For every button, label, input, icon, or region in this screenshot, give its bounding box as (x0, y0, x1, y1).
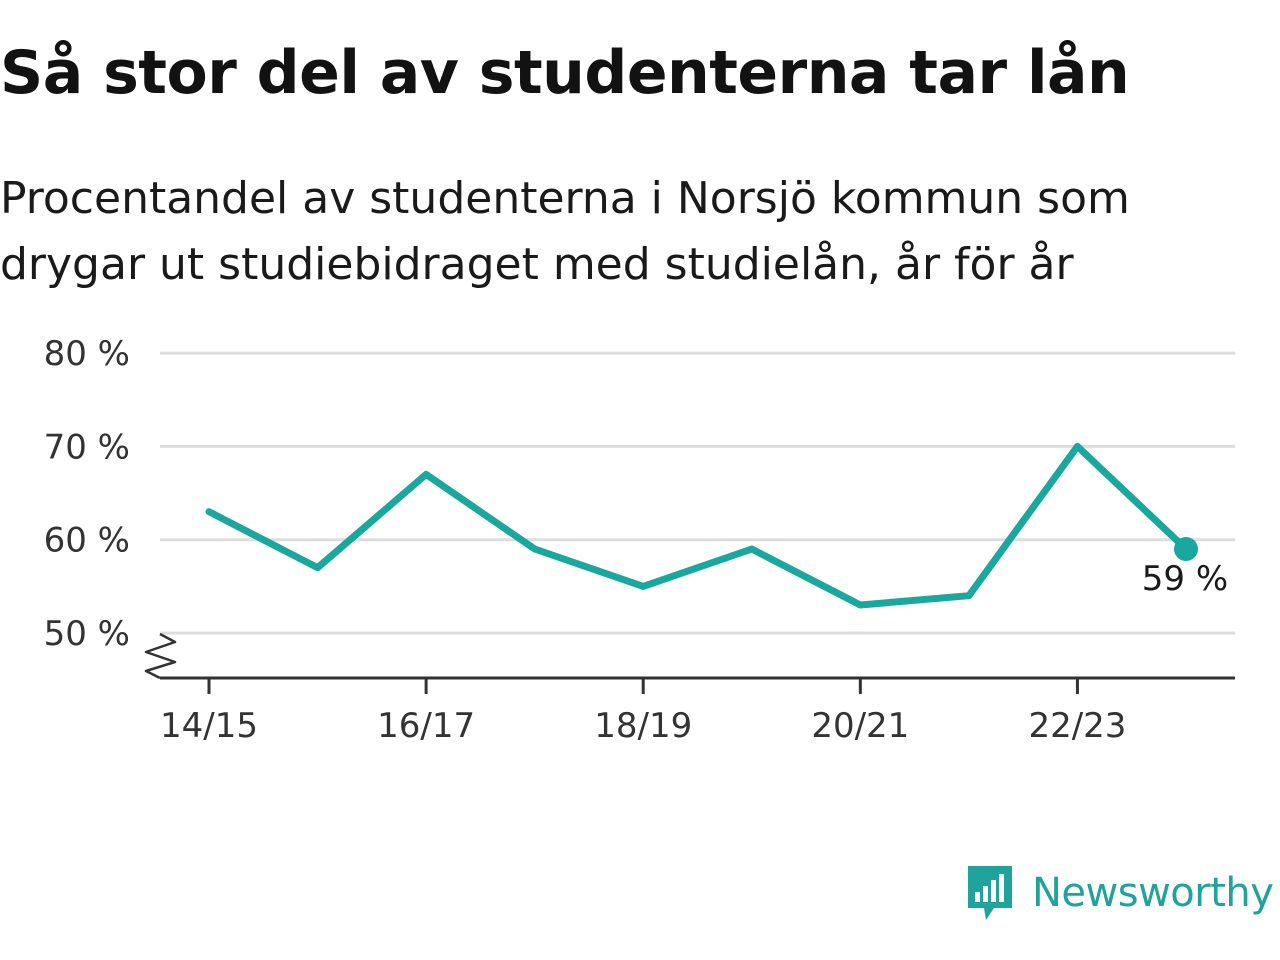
brand-name: Newsworthy (1032, 870, 1274, 916)
x-tick-label: 16/17 (377, 706, 475, 746)
chart-title: Så stor del av studenterna tar lån (0, 38, 1130, 108)
y-tick-label: 70 % (44, 427, 130, 467)
series (205, 442, 1198, 609)
newsworthy-brand: Newsworthy (964, 862, 1274, 924)
subtitle-line-1: Procentandel av studenterna i Norsjö kom… (0, 173, 1130, 224)
x-tick-label: 18/19 (594, 706, 692, 746)
x-tick-label: 22/23 (1028, 706, 1126, 746)
end-value-label: 59 % (1142, 559, 1228, 599)
data-labels: 59 % (1142, 559, 1228, 599)
series-line (205, 442, 1190, 609)
chart-subtitle: Procentandel av studenterna i Norsjö kom… (0, 166, 1270, 298)
x-axis-ticks: 14/15 16/17 18/19 20/21 22/23 (160, 678, 1126, 746)
grid-lines (160, 351, 1235, 635)
subtitle-line-2: drygar ut studiebidraget med studielån, … (0, 239, 1074, 290)
x-axis (144, 632, 1235, 680)
x-tick-label: 14/15 (160, 706, 258, 746)
y-axis-ticks: 50 % 60 % 70 % 80 % (44, 334, 130, 654)
y-tick-label: 50 % (44, 614, 130, 654)
end-point (1174, 537, 1198, 562)
y-tick-label: 80 % (44, 334, 130, 374)
newsworthy-logo-icon (968, 866, 1012, 920)
y-tick-label: 60 % (44, 521, 130, 561)
x-tick-label: 20/21 (811, 706, 909, 746)
y-axis-break (144, 632, 177, 680)
